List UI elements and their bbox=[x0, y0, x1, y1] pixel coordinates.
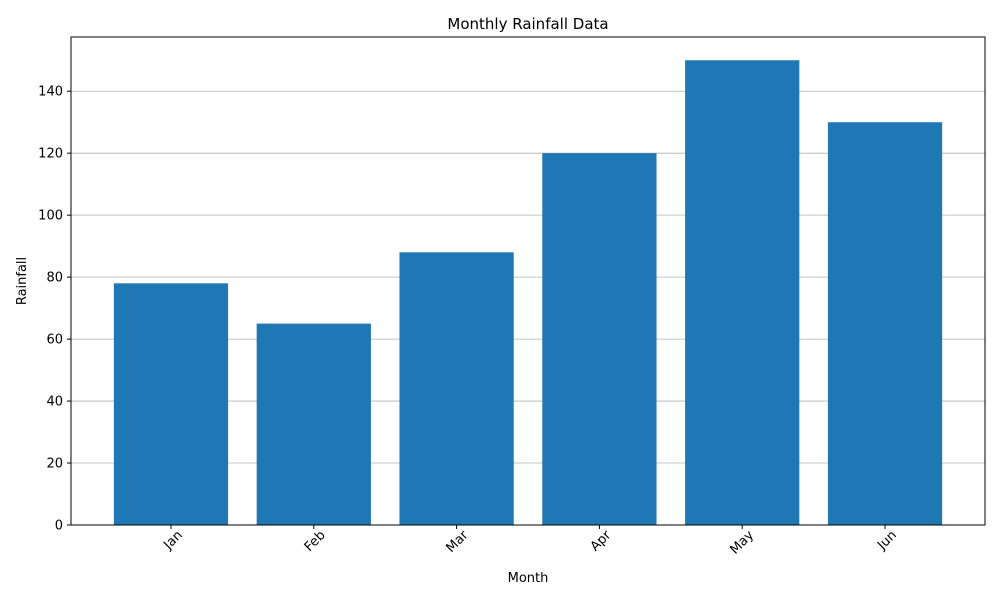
bar-jun bbox=[827, 122, 943, 525]
y-tick-label: 20 bbox=[46, 457, 63, 472]
x-tick-label: May bbox=[727, 528, 757, 558]
x-tick-label: Feb bbox=[302, 528, 329, 555]
x-axis-label: Month bbox=[508, 571, 549, 586]
y-tick-label: 0 bbox=[55, 519, 63, 534]
x-axis-ticks: Jan Feb Mar Apr May Jun bbox=[160, 525, 900, 558]
x-tick-label: Apr bbox=[588, 527, 615, 554]
x-tick-label: Mar bbox=[443, 527, 471, 555]
y-tick-label: 140 bbox=[38, 85, 63, 100]
bar-apr bbox=[542, 153, 657, 525]
chart-title: Monthly Rainfall Data bbox=[447, 15, 608, 33]
y-tick-label: 120 bbox=[38, 147, 63, 162]
y-axis-ticks: 0 20 40 60 80 100 120 140 bbox=[38, 85, 71, 534]
bar-may bbox=[685, 60, 800, 525]
bar-mar bbox=[399, 252, 514, 526]
y-tick-label: 60 bbox=[46, 333, 63, 348]
x-tick-label: Jun bbox=[874, 528, 900, 554]
bar-feb bbox=[256, 323, 371, 525]
bar-jan bbox=[113, 283, 229, 525]
bars bbox=[113, 60, 943, 526]
y-axis-label: Rainfall bbox=[15, 257, 30, 305]
x-tick-label: Jan bbox=[160, 528, 185, 553]
y-tick-label: 40 bbox=[46, 395, 63, 410]
y-tick-label: 80 bbox=[46, 271, 63, 286]
plot-frame bbox=[70, 36, 986, 526]
y-tick-label: 100 bbox=[38, 209, 63, 224]
